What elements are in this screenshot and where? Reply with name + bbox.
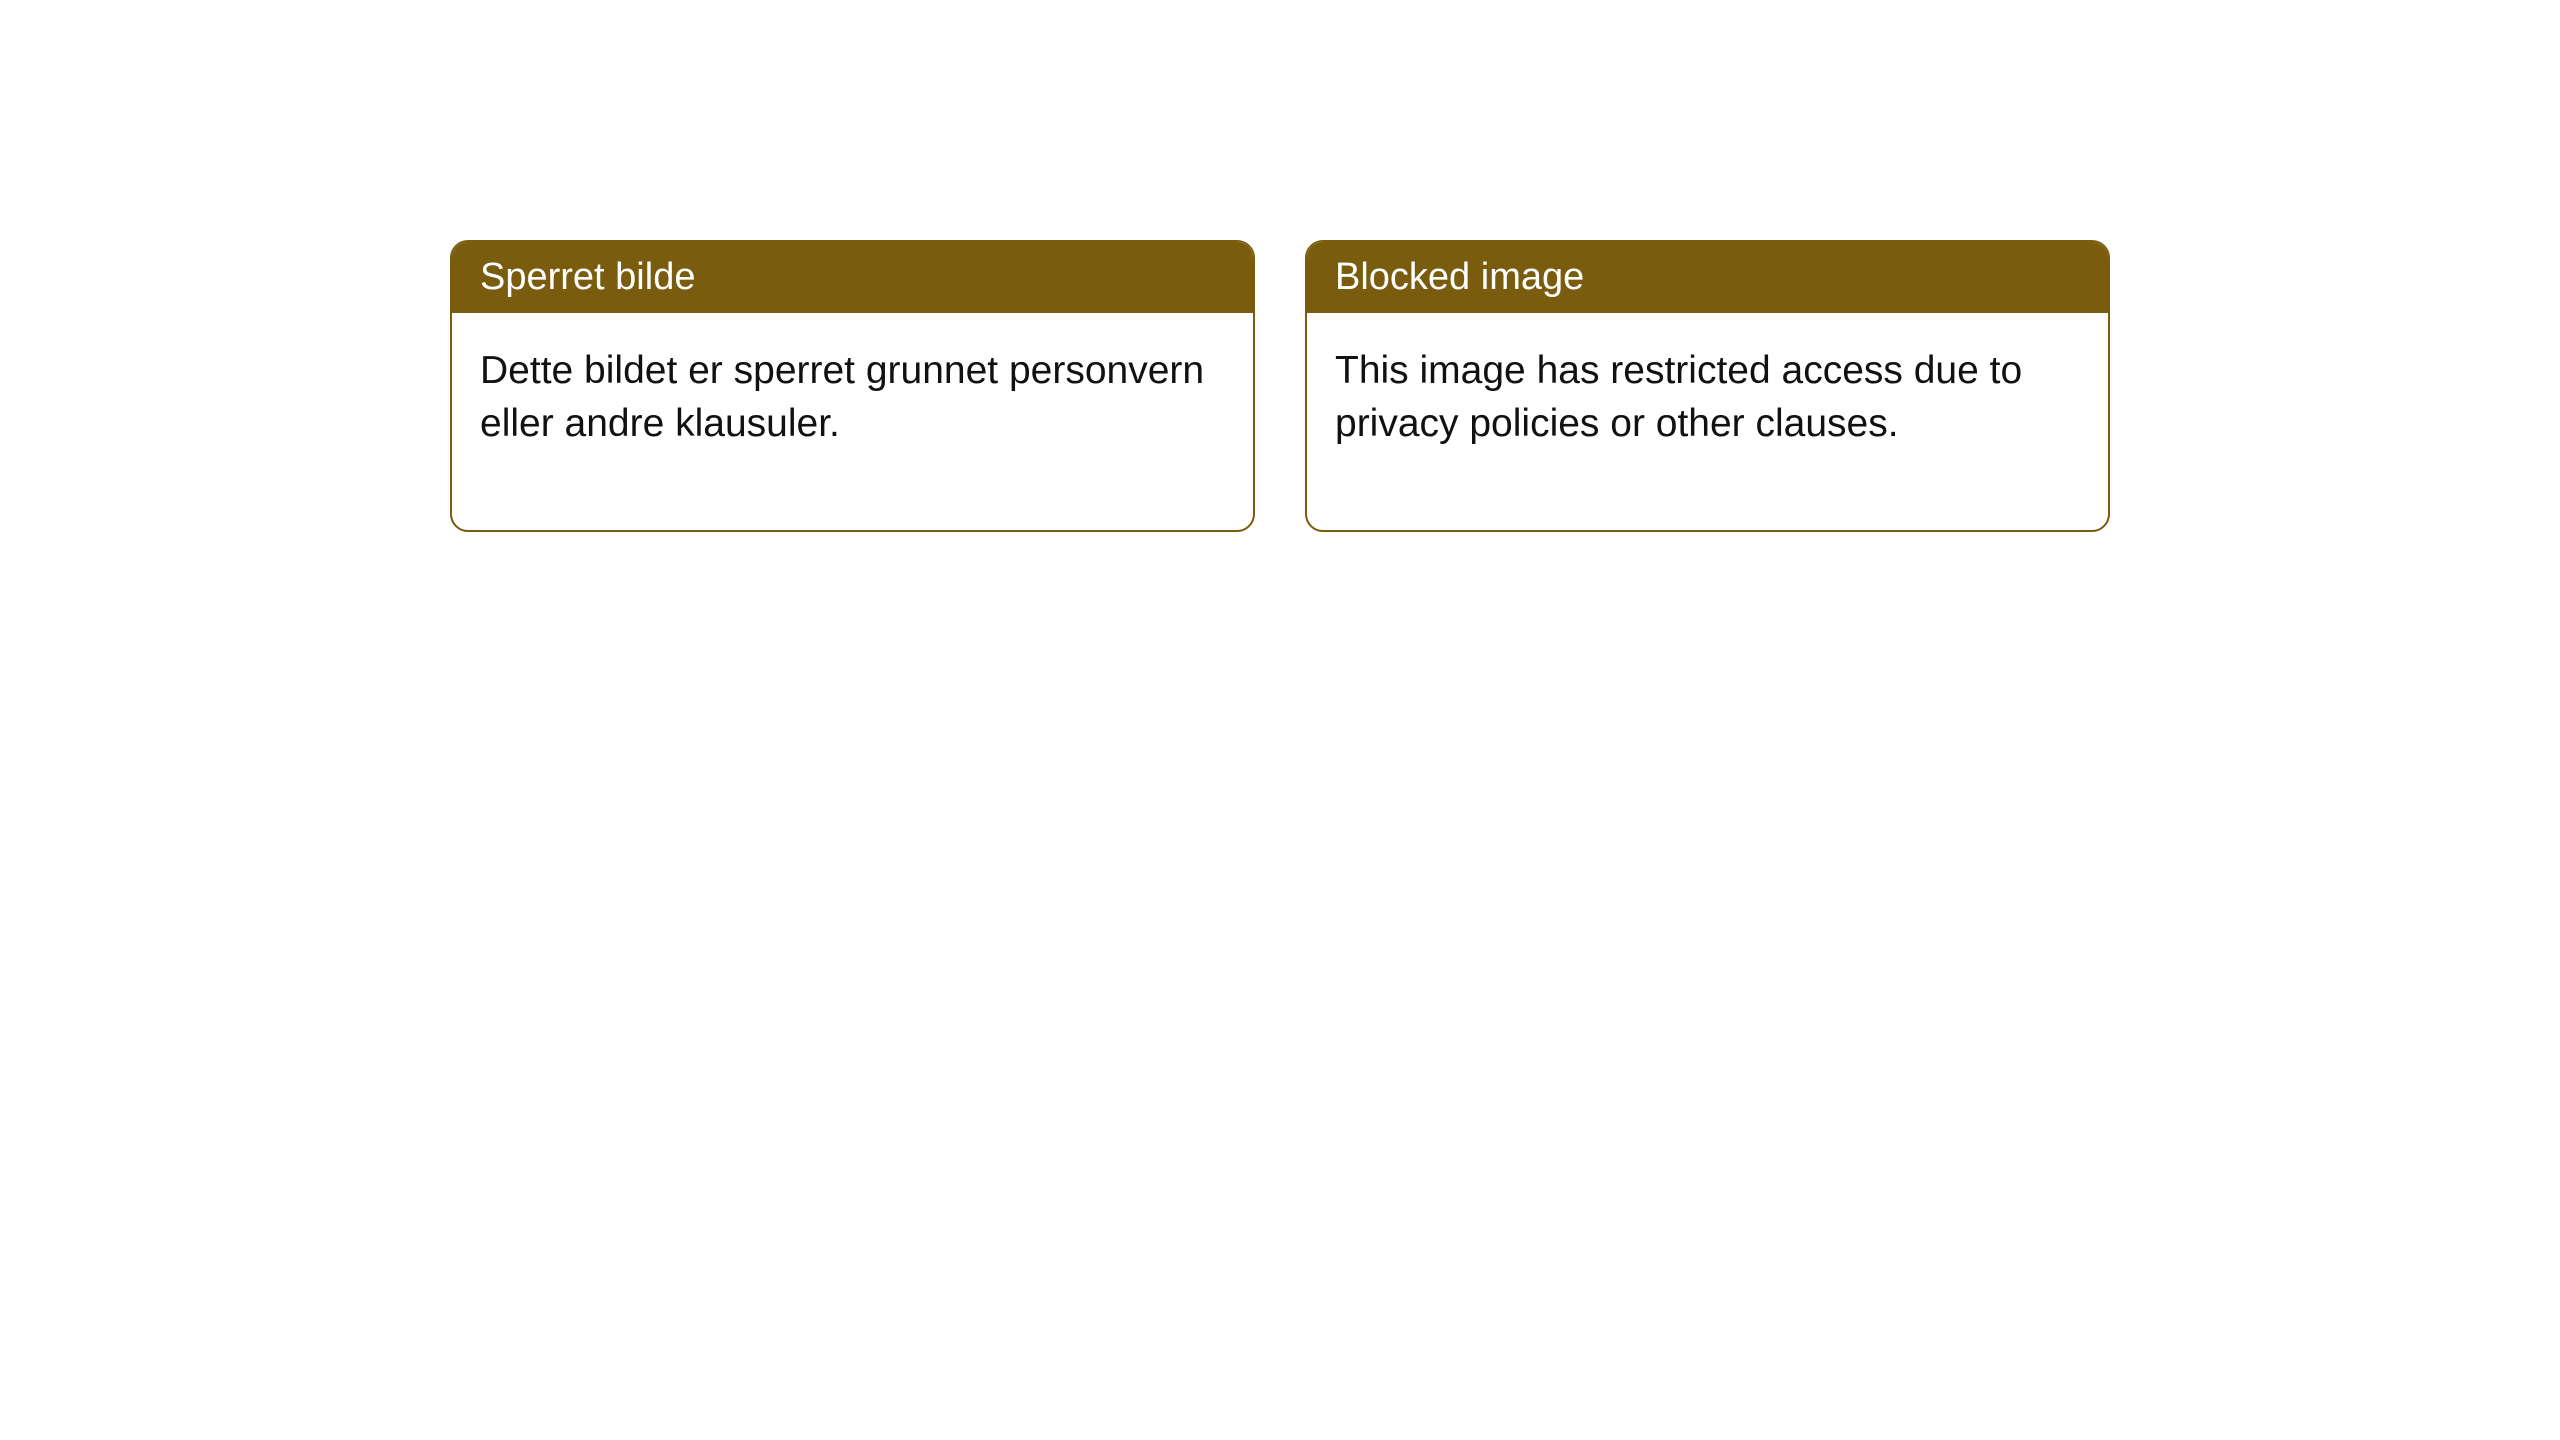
notice-card-english: Blocked image This image has restricted … <box>1305 240 2110 532</box>
notice-title-english: Blocked image <box>1307 242 2108 313</box>
notice-container: Sperret bilde Dette bildet er sperret gr… <box>0 0 2560 532</box>
notice-body-english: This image has restricted access due to … <box>1307 313 2108 530</box>
notice-title-norwegian: Sperret bilde <box>452 242 1253 313</box>
notice-body-norwegian: Dette bildet er sperret grunnet personve… <box>452 313 1253 530</box>
notice-card-norwegian: Sperret bilde Dette bildet er sperret gr… <box>450 240 1255 532</box>
